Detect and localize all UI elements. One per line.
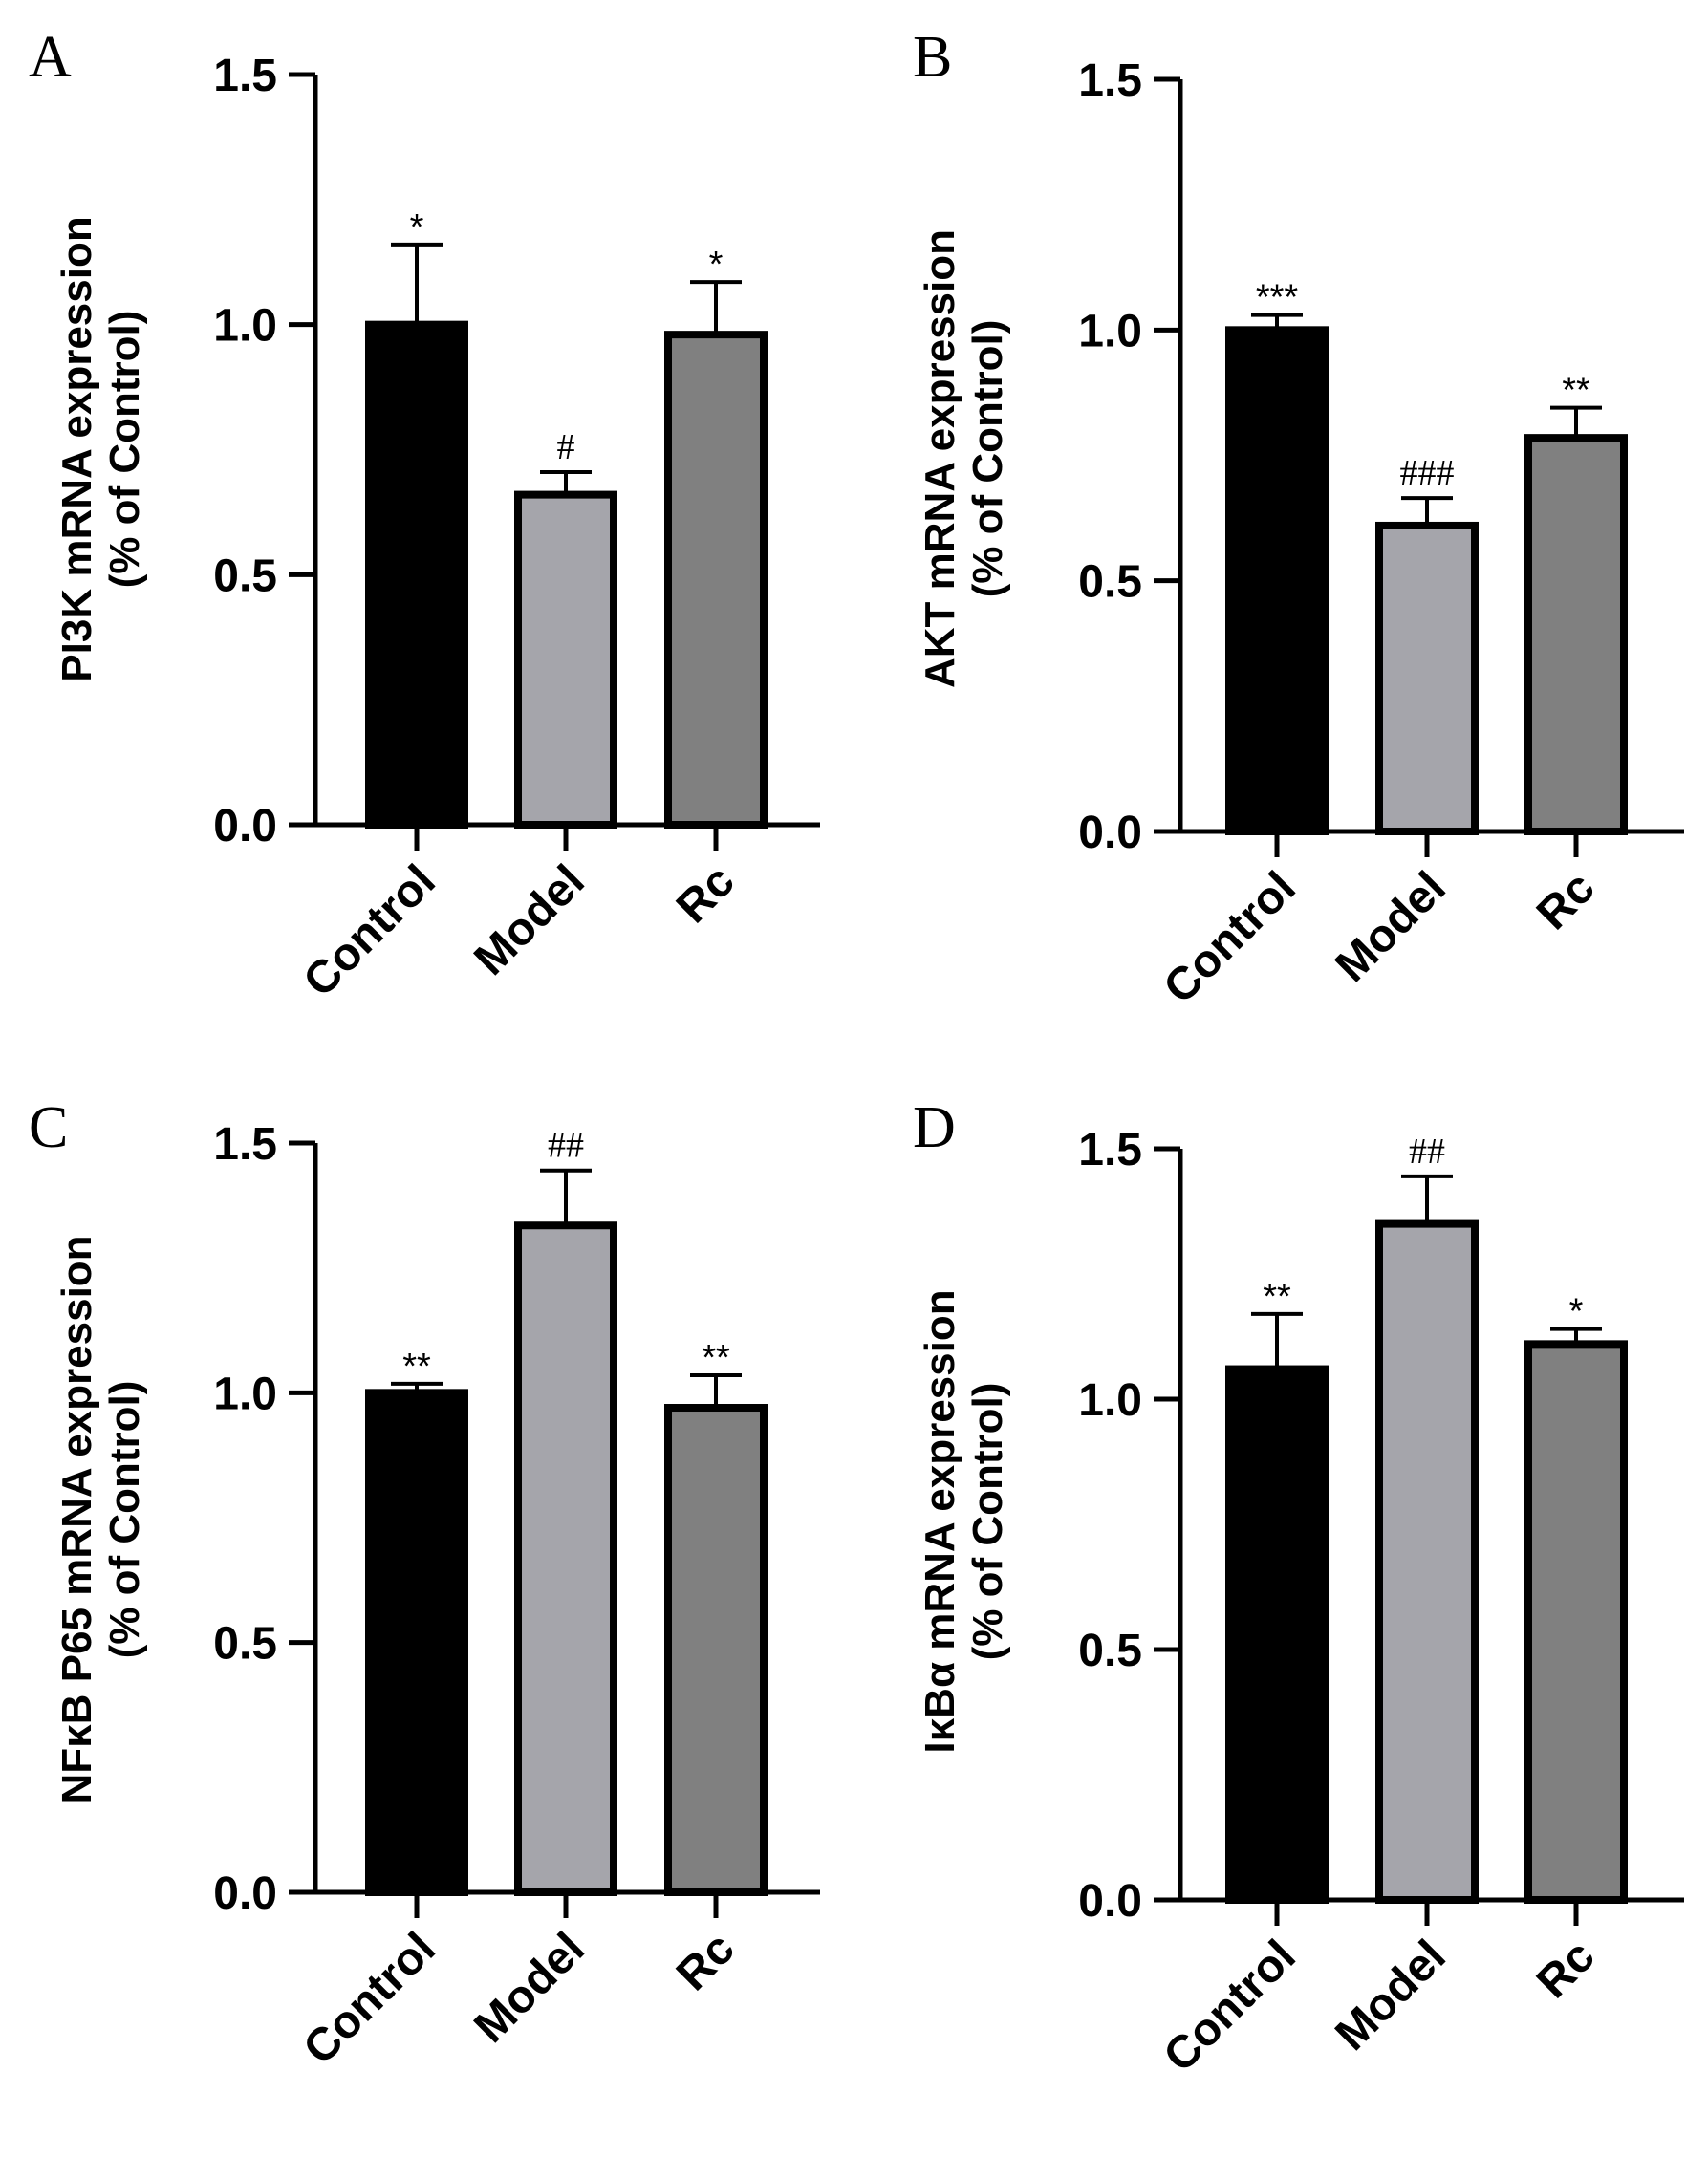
y-axis-title-line1: NFκB P65 mRNA expression <box>54 1235 100 1803</box>
bar-rc <box>664 1404 768 1896</box>
bar-rc <box>1524 434 1628 835</box>
y-tick-label: 0.0 <box>213 801 277 852</box>
bar-model <box>514 490 617 829</box>
category-label-rc: Rc <box>1527 862 1605 939</box>
category-label-rc: Rc <box>667 855 745 933</box>
y-tick-label: 1.5 <box>213 51 277 101</box>
y-tick-label: 0.5 <box>1078 1626 1142 1676</box>
panel-c: C NFκB P65 mRNA expression (% of Control) *… <box>29 1095 820 2074</box>
y-axis-title-line1: PI3K mRNA expression <box>54 216 100 681</box>
panel-a: A PI3K mRNA expression (% of Control) * Cont… <box>29 25 820 1006</box>
significance-label: ** <box>1562 371 1590 411</box>
y-tick-label: 0.5 <box>1078 557 1142 608</box>
category-label-model: Model <box>1326 1931 1456 2061</box>
panel-b: B AKT mRNA expression (% of Control) *** Con… <box>913 25 1684 1013</box>
category-label-rc: Rc <box>667 1923 745 2000</box>
bar-control <box>1225 1365 1329 1905</box>
y-axis-title-line2: (% of Control) <box>964 320 1011 598</box>
category-label-control: Control <box>294 1923 445 2074</box>
category-label-model: Model <box>465 855 595 985</box>
bar-control <box>365 320 468 829</box>
y-axis-title-line1: AKT mRNA expression <box>917 229 963 688</box>
y-axis-title-line2: (% of Control) <box>101 1381 148 1659</box>
significance-label: * <box>410 207 424 248</box>
category-label-control: Control <box>1155 862 1306 1013</box>
bar-control <box>365 1389 468 1897</box>
y-tick-label: 1.5 <box>213 1119 277 1170</box>
category-label-model: Model <box>465 1923 595 2053</box>
significance-label: ## <box>1409 1132 1445 1172</box>
significance-label: # <box>557 427 575 467</box>
category-label-control: Control <box>294 855 445 1006</box>
bar-model <box>514 1221 617 1896</box>
significance-label: ** <box>702 1338 730 1378</box>
y-tick-label: 1.0 <box>1078 1375 1142 1426</box>
category-label-control: Control <box>1155 1931 1306 2082</box>
bar-control <box>1225 326 1329 836</box>
y-axis-title-line2: (% of Control) <box>964 1383 1011 1661</box>
y-tick-label: 1.5 <box>1078 55 1142 106</box>
significance-label: ** <box>1263 1277 1291 1317</box>
y-tick-label: 0.0 <box>1078 808 1142 858</box>
bar-rc <box>664 331 768 829</box>
significance-label: *** <box>1256 278 1299 318</box>
y-tick-label: 0.0 <box>1078 1876 1142 1927</box>
panel-letter: C <box>29 1095 68 1160</box>
y-axis-title-line1: IκBα mRNA expression <box>917 1289 963 1753</box>
bar-model <box>1375 521 1479 835</box>
significance-label: * <box>1569 1292 1584 1332</box>
y-tick-label: 0.5 <box>213 550 277 601</box>
y-tick-label: 0.0 <box>213 1868 277 1919</box>
y-tick-label: 1.0 <box>1078 306 1142 356</box>
bar-model <box>1375 1219 1479 1904</box>
y-tick-label: 1.0 <box>213 1369 277 1419</box>
bar-rc <box>1524 1340 1628 1904</box>
panel-d: D IκBα mRNA expression (% of Control) ** Con… <box>913 1095 1684 2082</box>
panel-letter: A <box>29 25 72 90</box>
y-tick-label: 1.0 <box>213 301 277 352</box>
significance-label: ### <box>1400 453 1455 493</box>
y-axis-title-line2: (% of Control) <box>101 311 148 589</box>
significance-label: * <box>709 245 724 285</box>
panel-letter: D <box>913 1095 956 1160</box>
y-tick-label: 0.5 <box>213 1619 277 1670</box>
panel-letter: B <box>913 25 952 90</box>
significance-label: ## <box>548 1126 584 1166</box>
category-label-rc: Rc <box>1527 1931 1605 2008</box>
y-tick-label: 1.5 <box>1078 1125 1142 1176</box>
category-label-model: Model <box>1326 862 1456 992</box>
significance-label: ** <box>402 1347 431 1387</box>
